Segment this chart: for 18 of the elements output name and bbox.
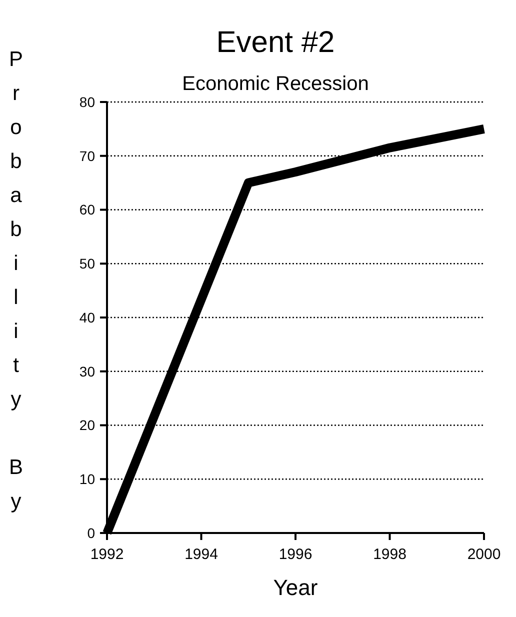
y-tick-label: 70 [79,148,96,164]
y-tick-label: 60 [79,202,96,218]
y-tick-label: 50 [79,256,96,272]
y-tick-label: 80 [79,94,96,110]
x-tick-label: 1998 [373,546,406,563]
x-tick-label: 2000 [467,546,501,563]
text: Probability By [8,48,24,513]
x-tick-label: 1992 [90,546,124,563]
y-tick-label: 20 [79,417,96,434]
y-tick-label: 30 [79,363,96,380]
chart-subtitle: Economic Recession [182,73,369,95]
chart-title: Event #2 [216,26,335,59]
y-tick-label: 10 [79,471,96,488]
y-tick-label: 0 [87,524,96,541]
y-tick-label: 40 [79,309,96,326]
x-tick-label: 1994 [184,546,218,563]
x-axis-title: Year [273,575,318,600]
x-tick-label: 1996 [278,546,312,563]
